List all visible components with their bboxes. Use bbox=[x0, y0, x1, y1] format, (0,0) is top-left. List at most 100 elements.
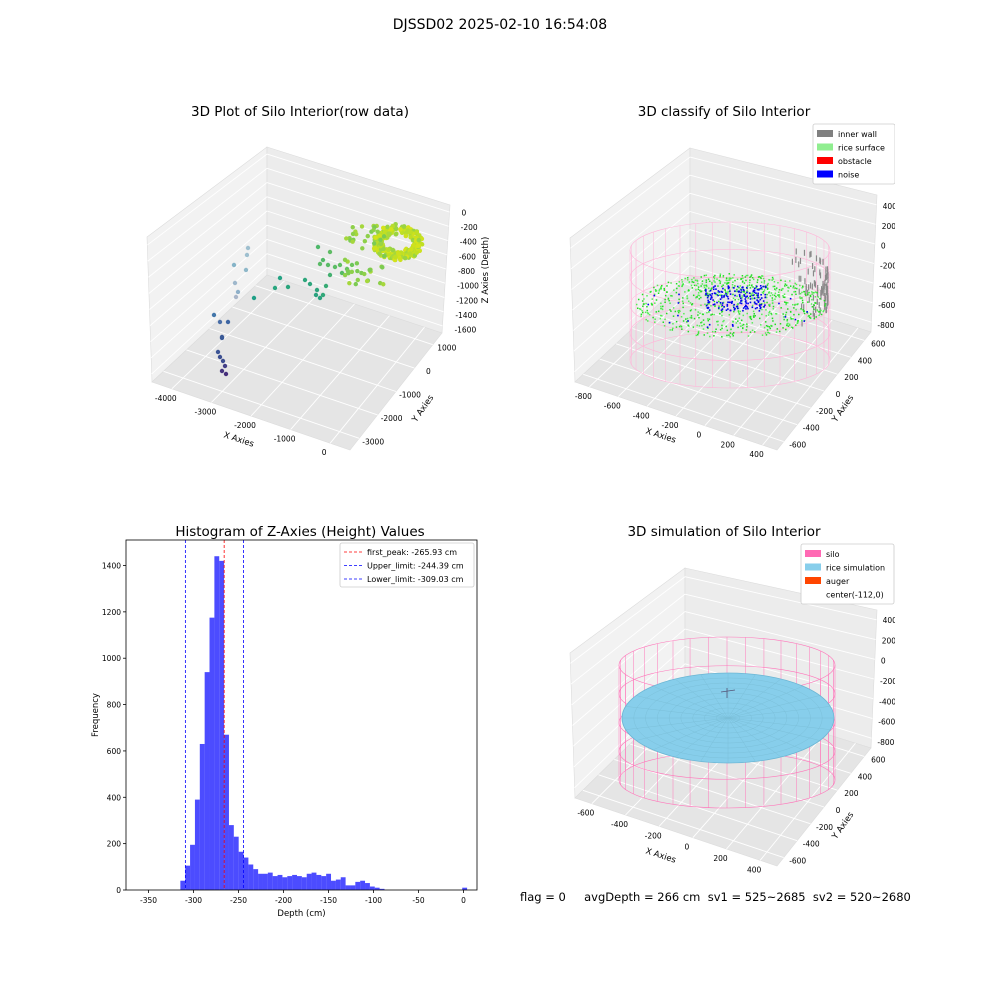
simulation-mesh-spoke bbox=[636, 695, 729, 719]
raw-cluster-point bbox=[398, 227, 403, 232]
classify-noise-point bbox=[743, 294, 745, 296]
classify-noise-point bbox=[653, 294, 656, 297]
histogram-bar bbox=[350, 885, 356, 890]
classify-surface-point bbox=[744, 276, 747, 278]
classify-surface-point bbox=[723, 294, 726, 296]
classify-surface-point bbox=[691, 287, 694, 289]
classify-surface-point bbox=[771, 325, 773, 327]
classify-surface-point bbox=[815, 316, 818, 318]
histogram-xtick-label: -250 bbox=[230, 896, 247, 905]
classify-noise-point bbox=[755, 303, 758, 305]
classify-surface-point bbox=[749, 317, 752, 319]
classify-surface-point bbox=[681, 300, 684, 303]
classify-surface-point bbox=[730, 328, 733, 331]
classify-surface-point bbox=[708, 318, 711, 321]
classify-noise-point bbox=[708, 309, 711, 311]
classify-noise-point bbox=[734, 290, 736, 292]
classify-surface-point bbox=[755, 294, 758, 296]
classify-surface-point bbox=[657, 310, 660, 313]
classify-3d-plot: -800-600-400-2000200400-600-400-20002004… bbox=[569, 123, 895, 459]
classify-surface-point bbox=[642, 305, 644, 308]
classify-noise-point bbox=[746, 295, 748, 298]
classify-surface-point bbox=[732, 297, 735, 300]
classify-surface-point bbox=[732, 335, 734, 337]
classify-surface-point bbox=[760, 324, 762, 326]
raw-cluster-point bbox=[416, 237, 422, 243]
classify-surface-point bbox=[713, 276, 715, 278]
raw-xtick-label: -3000 bbox=[195, 407, 217, 416]
simulation-xtick-label: 400 bbox=[747, 865, 762, 874]
classify-noise-point bbox=[736, 285, 739, 288]
classify-surface-point bbox=[697, 332, 700, 334]
raw-data-point bbox=[313, 292, 319, 298]
classify-surface-point bbox=[710, 288, 713, 290]
classify-surface-point bbox=[797, 321, 799, 324]
simulation-mesh-spoke bbox=[727, 685, 804, 719]
classify-surface-point bbox=[737, 298, 740, 301]
classify-surface-point bbox=[701, 324, 703, 327]
classify-xtick-label: -800 bbox=[575, 392, 592, 401]
classify-surface-point bbox=[643, 303, 645, 305]
raw-grid-z bbox=[147, 153, 268, 246]
classify-surface-point bbox=[750, 294, 753, 297]
classify-surface-point bbox=[813, 291, 815, 294]
classify-noise-point bbox=[744, 306, 746, 308]
classify-grid-z bbox=[689, 229, 874, 284]
classify-surface-point bbox=[669, 329, 671, 331]
histogram-bar bbox=[219, 560, 225, 890]
classify-xtick-label: 400 bbox=[749, 450, 764, 459]
classify-surface-point bbox=[765, 324, 768, 327]
raw-cluster-point bbox=[411, 243, 416, 248]
classify-surface-point bbox=[768, 291, 771, 293]
classify-surface-point bbox=[774, 289, 777, 291]
classify-surface-point bbox=[789, 280, 791, 282]
classify-surface-point bbox=[742, 327, 744, 330]
classify-grid-z bbox=[689, 247, 873, 304]
classify-surface-point bbox=[746, 312, 748, 315]
classify-surface-point bbox=[651, 298, 654, 300]
classify-surface-point bbox=[680, 325, 682, 327]
classify-surface-point bbox=[804, 293, 806, 295]
classify-noise-point bbox=[763, 305, 765, 308]
classify-surface-point bbox=[711, 281, 713, 284]
classify-surface-point bbox=[768, 332, 771, 334]
classify-surface-point bbox=[766, 301, 768, 304]
classify-surface-point bbox=[758, 296, 761, 299]
histogram-bar bbox=[277, 874, 283, 890]
histogram-x-axis-label: Depth (cm) bbox=[277, 909, 325, 919]
histogram-bar bbox=[306, 873, 312, 890]
classify-surface-point bbox=[714, 330, 717, 333]
classify-surface-point bbox=[743, 291, 746, 293]
classify-surface-point bbox=[707, 287, 710, 289]
classify-surface-point bbox=[758, 275, 760, 278]
simulation-mesh-spoke bbox=[674, 717, 729, 758]
classify-xtick-label: -200 bbox=[661, 421, 678, 430]
classify-noise-point bbox=[687, 320, 689, 322]
classify-surface-point bbox=[814, 296, 817, 298]
classify-surface-point bbox=[696, 324, 698, 327]
classify-surface-point bbox=[781, 287, 784, 290]
classify-surface-point bbox=[693, 277, 695, 279]
classify-surface-point bbox=[771, 294, 774, 296]
classify-grid-z bbox=[572, 211, 691, 311]
raw-data-point bbox=[320, 292, 326, 298]
classify-surface-point bbox=[792, 303, 794, 306]
histogram-ytick-label: 800 bbox=[107, 701, 122, 710]
classify-noise-point bbox=[677, 302, 680, 304]
classify-noise-point bbox=[757, 300, 760, 302]
classify-noise-point bbox=[733, 287, 735, 289]
simulation-xtick-label: -400 bbox=[611, 820, 628, 829]
classify-surface-point bbox=[692, 326, 695, 328]
classify-surface-point bbox=[697, 311, 699, 313]
raw-cluster-point bbox=[396, 251, 401, 257]
simulation-ytick-label: -600 bbox=[789, 857, 806, 866]
classify-surface-point bbox=[801, 291, 803, 294]
classify-noise-point bbox=[719, 301, 722, 304]
classify-surface-point bbox=[690, 309, 693, 311]
classify-surface-point bbox=[677, 285, 680, 287]
classify-noise-point bbox=[732, 325, 734, 327]
classify-grid-z bbox=[689, 174, 876, 225]
raw-ztick-label: -1200 bbox=[456, 296, 478, 305]
histogram-ytick-label: 1000 bbox=[102, 654, 121, 663]
simulation-ztick-label: -800 bbox=[877, 738, 894, 747]
